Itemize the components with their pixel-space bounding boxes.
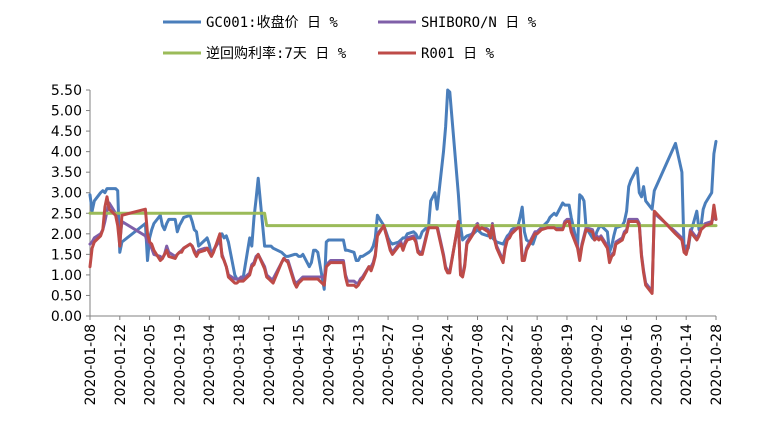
legend-item-gc001: GC001:收盘价 日 % bbox=[163, 14, 338, 31]
x-tick-label: 2020-09-30 bbox=[649, 324, 665, 405]
x-axis: 2020-01-08 2020-01-22 2020-02-05 2020-02-19… bbox=[83, 315, 725, 405]
x-tick-label: 2020-02-19 bbox=[172, 324, 188, 405]
y-tick-label: 0.00 bbox=[51, 309, 82, 325]
y-tick-label: 5.00 bbox=[51, 104, 82, 120]
plot-area bbox=[88, 88, 718, 295]
x-tick-label: 2020-05-13 bbox=[351, 324, 367, 405]
x-tick-label: 2020-10-28 bbox=[709, 324, 725, 405]
x-tick-label: 2020-10-14 bbox=[679, 324, 695, 405]
x-tick-label: 2020-08-05 bbox=[530, 324, 546, 405]
y-tick-label: 3.00 bbox=[51, 186, 82, 202]
x-tick-label: 2020-03-04 bbox=[202, 324, 218, 405]
x-tick-label: 2020-06-10 bbox=[411, 324, 427, 405]
y-tick-label: 4.00 bbox=[51, 145, 82, 161]
legend-item-r001: R001 日 % bbox=[378, 46, 495, 62]
x-tick-label: 2020-08-19 bbox=[560, 324, 576, 405]
series-line-gc001 bbox=[88, 88, 718, 291]
y-tick-label: 1.00 bbox=[51, 268, 82, 284]
x-tick-label: 2020-04-01 bbox=[262, 324, 278, 405]
x-tick-label: 2020-04-15 bbox=[292, 324, 308, 405]
y-tick-label: 1.50 bbox=[51, 247, 82, 263]
x-tick-label: 2020-07-22 bbox=[500, 324, 516, 405]
x-tick-label: 2020-09-16 bbox=[620, 324, 636, 405]
x-tick-label: 2020-05-27 bbox=[381, 324, 397, 405]
y-axis: 0.00 0.50 1.00 1.50 2.00 2.50 3.00 3.50 4.00 4.50… bbox=[51, 83, 91, 325]
x-tick-label: 2020-02-05 bbox=[143, 324, 159, 405]
legend-label-shibor: SHIBORO/N 日 % bbox=[421, 15, 537, 31]
y-tick-label: 2.00 bbox=[51, 227, 82, 243]
legend: GC001:收盘价 日 % SHIBORO/N 日 % 逆回购利率:7天 日 %… bbox=[163, 14, 537, 62]
x-tick-label: 2020-06-24 bbox=[441, 324, 457, 405]
legend-item-reverse-repo: 逆回购利率:7天 日 % bbox=[163, 45, 347, 62]
legend-item-shibor: SHIBORO/N 日 % bbox=[378, 15, 537, 31]
x-tick-label: 2020-01-22 bbox=[113, 324, 129, 405]
y-tick-label: 4.50 bbox=[51, 124, 82, 140]
x-tick-label: 2020-01-08 bbox=[83, 324, 99, 405]
x-tick-label: 2020-04-29 bbox=[321, 324, 337, 405]
legend-label-reverse-repo: 逆回购利率:7天 日 % bbox=[206, 45, 347, 62]
x-tick-label: 2020-07-08 bbox=[471, 324, 487, 405]
y-tick-label: 0.50 bbox=[51, 288, 82, 304]
series-line-r001 bbox=[88, 195, 718, 295]
x-tick-label: 2020-03-18 bbox=[232, 324, 248, 405]
y-tick-label: 3.50 bbox=[51, 165, 82, 181]
y-tick-label: 5.50 bbox=[51, 83, 82, 99]
x-tick-label: 2020-09-02 bbox=[590, 324, 606, 405]
legend-label-gc001: GC001:收盘价 日 % bbox=[206, 14, 338, 31]
y-tick-label: 2.50 bbox=[51, 206, 82, 222]
legend-label-r001: R001 日 % bbox=[421, 46, 495, 62]
